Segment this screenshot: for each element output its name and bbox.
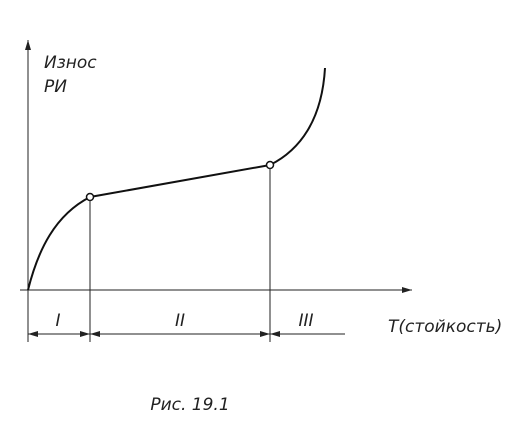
y-axis-label: РИ [44,77,67,97]
point [265,160,275,170]
wear-curve [27,67,326,291]
x-axis-label: T(стойкость) [388,317,502,337]
caption: Рис. 19.1 [150,395,229,415]
zone-label: II [175,311,185,331]
zone-label: I [55,311,60,331]
point [85,192,95,202]
y-axis-label: Износ [44,53,97,73]
zone-label: III [298,311,313,331]
